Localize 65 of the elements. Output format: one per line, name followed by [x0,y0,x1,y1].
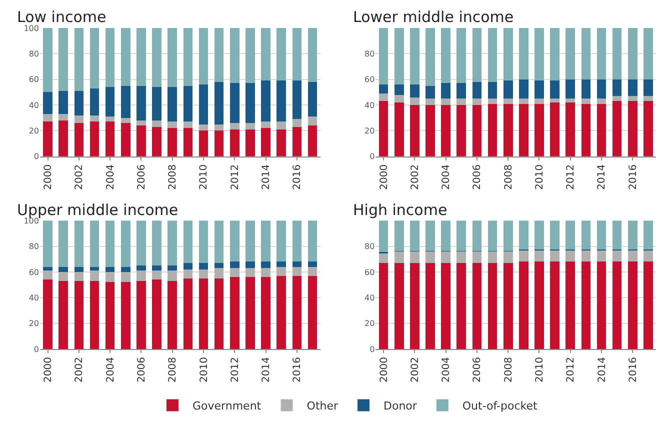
y-tick-label: 60 [364,268,375,277]
x-tick-label: 2012 [566,357,577,382]
y-tick-label: 20 [364,126,375,136]
y-tick-label: 20 [28,126,39,136]
legend-label: Other [306,400,338,413]
x-tick-label: 2006 [136,164,148,190]
x-tick-label: 2006 [472,164,484,190]
y-tick-label: 100 [24,24,39,33]
y-tick-label: 40 [28,293,39,302]
chart-title: High income [353,201,448,219]
y-tick-label: 80 [28,49,39,58]
y-tick-label: 40 [364,293,375,302]
x-tick-label: 2008 [168,357,179,382]
y-tick-label: 60 [28,268,39,277]
y-tick-label: 0 [34,152,39,162]
x-tick-label: 2008 [503,357,514,382]
x-tick-label: 2000 [43,357,54,382]
x-tick-label: 2014 [261,357,272,382]
y-tick-label: 60 [364,75,375,84]
x-tick-label: 2008 [168,164,179,190]
x-tick-label: 2016 [292,164,304,190]
chart-title: Low income [17,8,106,26]
x-tick-label: 2014 [596,357,608,382]
y-tick-label: 20 [28,319,39,328]
x-tick-label: 2000 [378,164,390,190]
x-tick-label: 2008 [503,164,514,190]
y-tick-label: 80 [364,49,375,58]
y-tick-label: 0 [34,344,39,354]
x-tick-label: 2002 [410,164,421,190]
x-tick-label: 2014 [596,164,608,190]
x-tick-label: 2002 [74,164,86,190]
y-tick-label: 20 [364,319,375,328]
x-tick-label: 2002 [410,357,421,382]
x-tick-label: 2006 [472,357,484,382]
x-tick-label: 2004 [441,357,452,382]
chart-title: Upper middle income [17,201,178,219]
x-tick-label: 2010 [534,164,546,190]
x-tick-label: 2012 [230,164,241,190]
x-tick-label: 2000 [43,164,54,190]
x-tick-label: 2000 [378,357,390,382]
x-tick-label: 2004 [105,164,116,190]
legend-label: Out-of-pocket [462,400,538,413]
y-tick-label: 80 [364,242,375,252]
x-tick-label: 2016 [628,357,639,382]
x-tick-label: 2014 [261,164,272,190]
x-tick-label: 2006 [136,357,148,382]
y-tick-label: 80 [28,242,39,252]
y-tick-label: 0 [370,344,375,354]
x-tick-label: 2010 [198,357,210,382]
x-tick-label: 2012 [566,164,577,190]
y-tick-label: 60 [28,75,39,84]
y-tick-label: 0 [370,152,375,162]
x-tick-label: 2004 [105,357,116,382]
legend-label: Government [192,400,262,413]
x-tick-label: 2016 [292,357,304,382]
y-tick-label: 40 [364,100,375,110]
x-tick-label: 2012 [230,357,241,382]
y-tick-label: 40 [28,100,39,110]
x-tick-label: 2004 [441,164,452,190]
x-tick-label: 2002 [74,357,86,382]
chart-title: Lower middle income [353,8,514,26]
x-tick-label: 2016 [628,164,639,190]
legend-label: Donor [384,400,418,413]
x-tick-label: 2010 [198,164,210,190]
x-tick-label: 2010 [534,357,546,382]
